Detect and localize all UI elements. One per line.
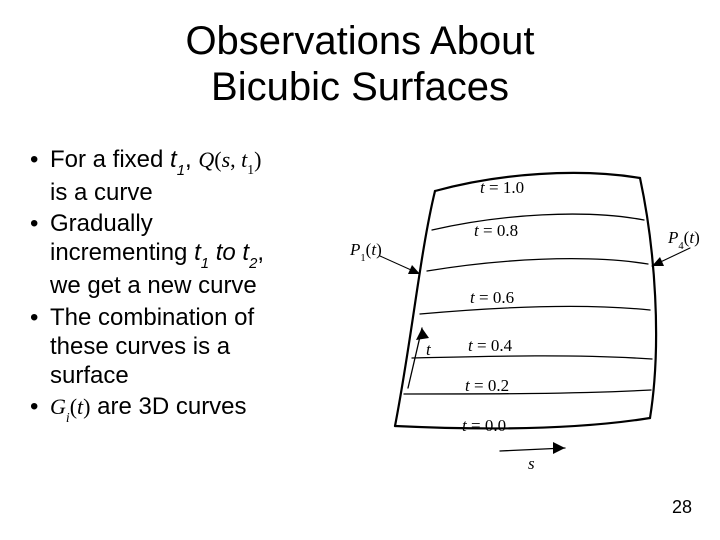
- label-s-axis: s: [528, 454, 535, 474]
- b3-line3: surface: [50, 362, 129, 389]
- b1-comma: ,: [185, 146, 198, 173]
- p1-arg: (t): [366, 240, 382, 259]
- b2-to: to: [209, 239, 242, 266]
- b2-t1: t: [194, 239, 201, 266]
- label-t-0.2: t = 0.2: [465, 376, 509, 396]
- p4-arg: (t): [684, 228, 700, 247]
- b1-pre: For a fixed: [50, 146, 170, 173]
- label-p1: P1(t): [350, 240, 382, 262]
- b2-line3: we get a new curve: [50, 272, 257, 299]
- p4-pre: P: [668, 228, 678, 247]
- b1-t-sub: 1: [177, 163, 185, 179]
- bullet-3: The combination of these curves is a sur…: [28, 303, 358, 391]
- b1-formula: Q(s, t1): [198, 147, 261, 172]
- b3-line1: The combination of: [50, 304, 254, 331]
- label-t-0.0: t = 0.0: [462, 416, 506, 436]
- page-number: 28: [672, 497, 692, 518]
- b2-line1: Gradually: [50, 210, 153, 237]
- slide: Observations About Bicubic Surfaces For …: [0, 0, 720, 540]
- p1-sub: 1: [360, 253, 365, 264]
- label-t-0.6: t = 0.6: [470, 288, 514, 308]
- label-t-0.4: t = 0.4: [468, 336, 512, 356]
- b2-t2-sub: 2: [249, 256, 257, 272]
- b2-t1-sub: 1: [201, 256, 209, 272]
- bullet-list: For a fixed t1, Q(s, t1) is a curve Grad…: [28, 145, 358, 427]
- label-t-axis: t: [426, 340, 431, 360]
- bullet-2: Gradually incrementing t1 to t2, we get …: [28, 209, 358, 300]
- label-t-0.8: t = 0.8: [474, 221, 518, 241]
- b2-pre: incrementing: [50, 239, 194, 266]
- label-p4: P4(t): [668, 228, 700, 250]
- b4-formula: Gi(t): [50, 394, 90, 419]
- p4-sub: 4: [678, 241, 683, 252]
- title-line-2: Bicubic Surfaces: [211, 65, 509, 109]
- diagram-svg: [350, 158, 700, 468]
- bullet-1: For a fixed t1, Q(s, t1) is a curve: [28, 145, 358, 207]
- b2-comma: ,: [257, 239, 264, 266]
- b3-line2: these curves is a: [50, 333, 230, 360]
- bicubic-surface-diagram: t = 1.0 t = 0.8 t = 0.6 t = 0.4 t = 0.2 …: [350, 158, 700, 468]
- b1-t: t: [170, 146, 177, 173]
- label-t-1.0: t = 1.0: [480, 178, 524, 198]
- slide-title: Observations About Bicubic Surfaces: [0, 18, 720, 110]
- bullet-4: Gi(t) are 3D curves: [28, 392, 358, 424]
- b1-line2: is a curve: [50, 179, 153, 206]
- p1-pre: P: [350, 240, 360, 259]
- b4-post: are 3D curves: [90, 393, 246, 420]
- title-line-1: Observations About: [185, 19, 534, 63]
